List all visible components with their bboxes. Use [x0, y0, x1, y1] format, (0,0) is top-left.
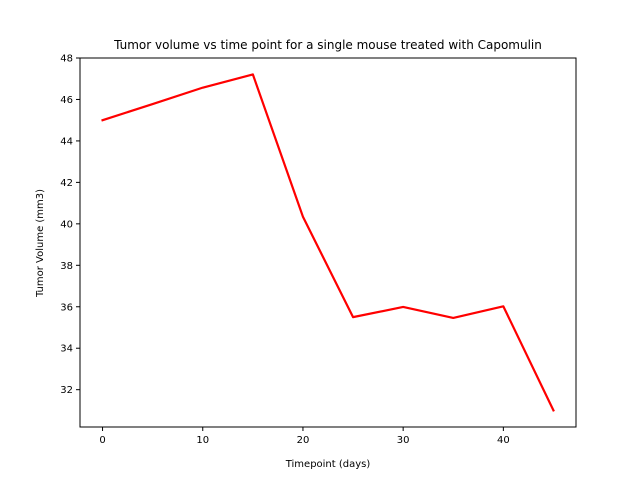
y-tick-label: 36	[60, 302, 73, 313]
x-axis-label: Timepoint (days)	[285, 459, 371, 470]
plot-area: 0 10 20 30 40 32 34 36 38 40 42 44 46 48	[60, 54, 577, 446]
y-tick-label: 46	[60, 95, 73, 106]
x-tick-label: 20	[297, 435, 310, 446]
y-axis-label: Tumor Volume (mm3)	[35, 189, 46, 298]
y-tick-label: 44	[60, 136, 73, 147]
chart-title: Tumor volume vs time point for a single …	[113, 38, 542, 52]
series-line-0	[101, 73, 555, 412]
x-tick-label: 10	[196, 435, 209, 446]
y-tick-label: 40	[60, 219, 73, 230]
plot-frame	[79, 57, 577, 428]
y-tick-label: 38	[60, 261, 73, 272]
y-tick-label: 42	[60, 178, 73, 189]
y-tick-label: 32	[60, 385, 73, 396]
y-tick-label: 48	[60, 54, 73, 65]
y-tick-label: 34	[60, 344, 73, 355]
x-tick-label: 0	[99, 435, 105, 446]
x-tick-label: 30	[397, 435, 410, 446]
x-tick-label: 40	[497, 435, 510, 446]
